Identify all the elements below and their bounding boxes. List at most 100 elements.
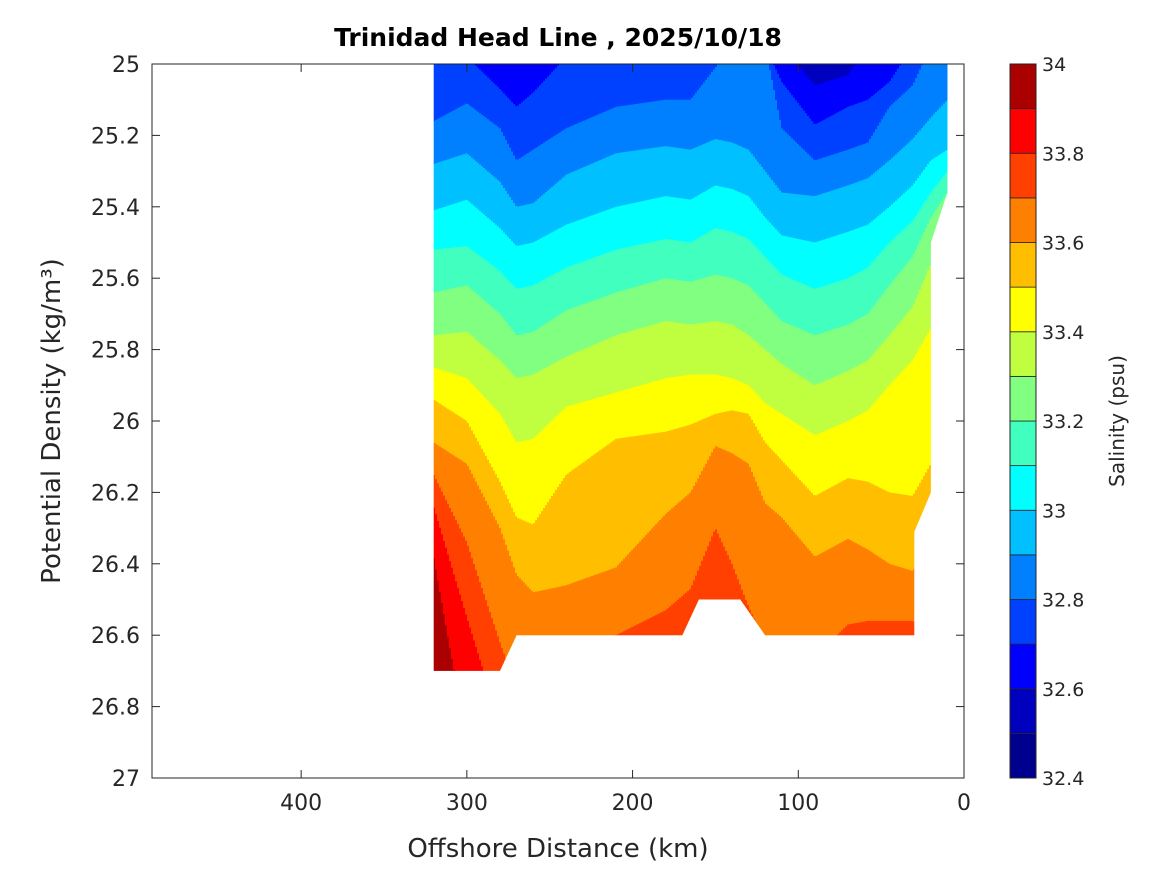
contour-band-segment <box>823 431 826 492</box>
contour-band-segment <box>575 264 578 308</box>
contour-band-segment <box>747 413 750 465</box>
contour-band-segment <box>763 440 766 501</box>
contour-band-segment <box>889 106 892 161</box>
contour-band-segment <box>817 494 820 556</box>
contour-band-segment <box>597 343 600 399</box>
contour-band-segment <box>715 413 718 447</box>
contour-band-segment <box>483 346 486 398</box>
contour-band-segment <box>665 196 668 240</box>
contour-band-segment <box>767 220 770 261</box>
contour-band-segment <box>495 224 498 269</box>
contour-band-segment <box>901 567 904 622</box>
contour-band-segment <box>485 216 488 262</box>
contour-band-segment <box>497 358 500 413</box>
contour-band-segment <box>771 355 774 409</box>
contour-band-segment <box>583 461 586 580</box>
contour-band-segment <box>719 275 722 323</box>
contour-band-segment <box>565 474 568 586</box>
contour-band-segment <box>623 437 626 560</box>
contour-band-segment <box>541 143 544 197</box>
contour-band-segment <box>453 374 456 414</box>
contour-band-segment <box>837 152 840 190</box>
contour-band-segment <box>813 555 816 658</box>
contour-band-segment <box>647 283 650 327</box>
contour-band-segment <box>547 502 550 590</box>
contour-band-segment <box>599 255 602 299</box>
contour-band-segment <box>683 99 686 150</box>
contour-band-segment <box>783 235 786 277</box>
contour-band-segment <box>795 100 798 143</box>
contour-band-segment <box>783 462 786 521</box>
contour-band-segment <box>439 591 442 671</box>
contour-band-segment <box>479 64 482 71</box>
contour-band-segment <box>655 241 658 282</box>
contour-band-segment <box>799 328 802 377</box>
contour-band-segment <box>693 240 696 282</box>
contour-band-segment <box>435 368 438 402</box>
contour-band-segment <box>723 412 726 451</box>
contour-band-segment <box>469 426 472 471</box>
contour-band-segment <box>651 241 654 283</box>
contour-band-segment <box>869 97 872 140</box>
contour-band-segment <box>491 81 494 123</box>
contour-band-segment <box>509 64 512 101</box>
contour-band-segment <box>775 99 778 186</box>
contour-band-segment <box>831 115 834 156</box>
contour-band-segment <box>659 322 662 381</box>
contour-band-segment <box>569 126 572 174</box>
contour-band-segment <box>845 107 848 151</box>
contour-band-segment <box>605 446 608 572</box>
contour-band-segment <box>695 64 698 94</box>
contour-band-segment <box>827 331 830 381</box>
contour-band-segment <box>549 74 552 140</box>
contour-band-segment <box>869 176 872 224</box>
contour-band-segment <box>481 64 484 73</box>
contour-band-segment <box>697 323 700 376</box>
contour-band-segment <box>533 202 536 243</box>
contour-band-segment <box>665 146 668 197</box>
contour-band-segment <box>483 300 486 348</box>
contour-band-segment <box>661 146 664 198</box>
contour-band-segment <box>851 322 854 370</box>
contour-band-segment <box>501 184 504 231</box>
y-tick-label: 25.2 <box>91 124 140 149</box>
contour-band-segment <box>477 209 480 256</box>
contour-band-segment <box>801 541 804 660</box>
contour-band-segment <box>915 78 918 136</box>
contour-band-segment <box>611 568 614 637</box>
contour-band-segment <box>935 157 938 187</box>
contour-band-segment <box>789 64 792 94</box>
colorbar-tick-label: 33.6 <box>1042 233 1084 255</box>
contour-band-segment <box>939 154 942 182</box>
contour-band-segment <box>693 148 696 199</box>
contour-band-segment <box>519 377 522 443</box>
contour-band-segment <box>799 539 802 661</box>
contour-band-segment <box>815 434 818 496</box>
contour-band-segment <box>443 334 446 372</box>
contour-band-segment <box>839 280 842 328</box>
contour-band-segment <box>553 274 556 319</box>
contour-band-segment <box>647 434 650 534</box>
colorbar-band <box>1009 242 1037 288</box>
contour-band-segment <box>841 373 844 425</box>
contour-band-segment <box>551 275 554 321</box>
contour-band-segment <box>793 326 796 373</box>
contour-band-segment <box>493 355 496 408</box>
contour-band-segment <box>481 166 484 214</box>
contour-band-segment <box>731 378 734 411</box>
contour-band-segment <box>535 436 538 521</box>
contour-band-segment <box>831 64 834 81</box>
contour-band-segment <box>905 91 908 146</box>
contour-band-segment <box>637 64 640 105</box>
contour-band-segment <box>545 589 548 671</box>
contour-band-segment <box>471 473 474 559</box>
contour-band-segment <box>617 438 620 566</box>
contour-band-segment <box>775 69 778 101</box>
contour-band-segment <box>707 417 710 461</box>
contour-band-segment <box>539 327 542 372</box>
contour-band-segment <box>465 246 468 287</box>
contour-band-segment <box>823 64 826 84</box>
contour-band-segment <box>479 210 482 257</box>
contour-band-segment <box>845 232 848 280</box>
contour-band-segment <box>439 446 442 489</box>
